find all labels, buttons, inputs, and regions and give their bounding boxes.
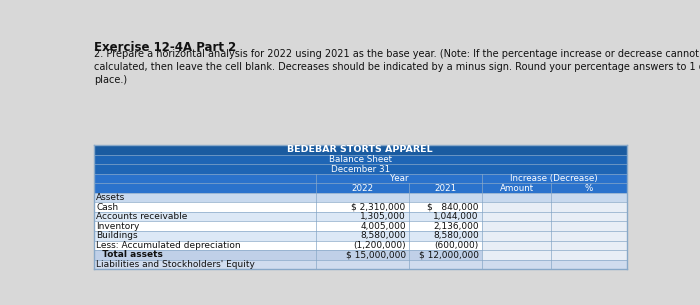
Bar (409, 203, 482, 212)
Text: $ 2,310,000: $ 2,310,000 (351, 203, 406, 212)
Text: 1,305,000: 1,305,000 (360, 212, 406, 221)
Bar (409, 221, 482, 231)
Text: BEDEBAR STORTS APPAREL: BEDEBAR STORTS APPAREL (288, 145, 433, 154)
Bar (316, 221, 409, 231)
Text: December 31: December 31 (330, 164, 390, 174)
Bar (94, 145, 626, 155)
Text: Inventory: Inventory (96, 222, 139, 231)
Bar (552, 221, 626, 231)
Bar (94, 203, 316, 212)
Bar (316, 260, 409, 269)
Text: %: % (584, 184, 593, 192)
Text: 4,005,000: 4,005,000 (360, 222, 406, 231)
Text: 8,580,000: 8,580,000 (433, 231, 479, 240)
Text: Balance Sheet: Balance Sheet (329, 155, 392, 164)
Text: Assets: Assets (96, 193, 125, 202)
Bar (552, 241, 626, 250)
Text: (600,000): (600,000) (435, 241, 479, 250)
Bar (316, 193, 409, 203)
Bar (482, 193, 552, 203)
Text: Buildings: Buildings (96, 231, 138, 240)
Text: Amount: Amount (500, 184, 533, 192)
Bar (316, 231, 409, 241)
Bar (409, 260, 482, 269)
Bar (316, 183, 409, 193)
Bar (409, 212, 482, 221)
Bar (482, 231, 552, 241)
Bar (94, 241, 316, 250)
Bar (552, 212, 626, 221)
Bar (94, 250, 316, 260)
Bar (94, 174, 316, 183)
Bar (482, 260, 552, 269)
Text: $ 15,000,000: $ 15,000,000 (346, 250, 406, 259)
Text: Exercise 12-4A Part 2: Exercise 12-4A Part 2 (94, 41, 236, 54)
Text: Liabilities and Stockholders' Equity: Liabilities and Stockholders' Equity (96, 260, 255, 269)
Bar (94, 221, 316, 231)
Bar (316, 250, 409, 260)
Bar (94, 164, 626, 174)
Bar (482, 221, 552, 231)
Bar (409, 241, 482, 250)
Bar (409, 231, 482, 241)
Bar (316, 203, 409, 212)
Text: Total assets: Total assets (96, 250, 163, 259)
Text: Year: Year (390, 174, 409, 183)
Text: Accounts receivable: Accounts receivable (96, 212, 188, 221)
Text: 2021: 2021 (434, 184, 456, 192)
Text: Less: Accumulated depreciation: Less: Accumulated depreciation (96, 241, 241, 250)
Text: $ 12,000,000: $ 12,000,000 (419, 250, 479, 259)
Bar (94, 155, 626, 164)
Bar (552, 231, 626, 241)
Bar (316, 212, 409, 221)
Bar (94, 193, 316, 203)
Bar (482, 212, 552, 221)
Bar (94, 212, 316, 221)
Bar (409, 183, 482, 193)
Bar (552, 250, 626, 260)
Text: 1,044,000: 1,044,000 (433, 212, 479, 221)
Text: (1,200,000): (1,200,000) (353, 241, 406, 250)
Bar (94, 231, 316, 241)
Text: Increase (Decrease): Increase (Decrease) (510, 174, 598, 183)
Bar (94, 183, 316, 193)
Bar (316, 241, 409, 250)
Bar (482, 183, 552, 193)
Text: Cash: Cash (96, 203, 118, 212)
Bar (552, 193, 626, 203)
Bar (316, 174, 482, 183)
Bar (482, 241, 552, 250)
Text: 2,136,000: 2,136,000 (433, 222, 479, 231)
Bar (482, 250, 552, 260)
Bar (482, 203, 552, 212)
Bar (94, 260, 316, 269)
Text: 2022: 2022 (351, 184, 374, 192)
Bar (409, 250, 482, 260)
Bar (552, 260, 626, 269)
Bar (409, 193, 482, 203)
Text: 8,580,000: 8,580,000 (360, 231, 406, 240)
Bar (552, 183, 626, 193)
Text: $   840,000: $ 840,000 (428, 203, 479, 212)
Bar (552, 203, 626, 212)
Bar (482, 174, 626, 183)
Text: 2. Prepare a horizontal analysis for 2022 using 2021 as the base year. (Note: If: 2. Prepare a horizontal analysis for 202… (94, 49, 700, 85)
